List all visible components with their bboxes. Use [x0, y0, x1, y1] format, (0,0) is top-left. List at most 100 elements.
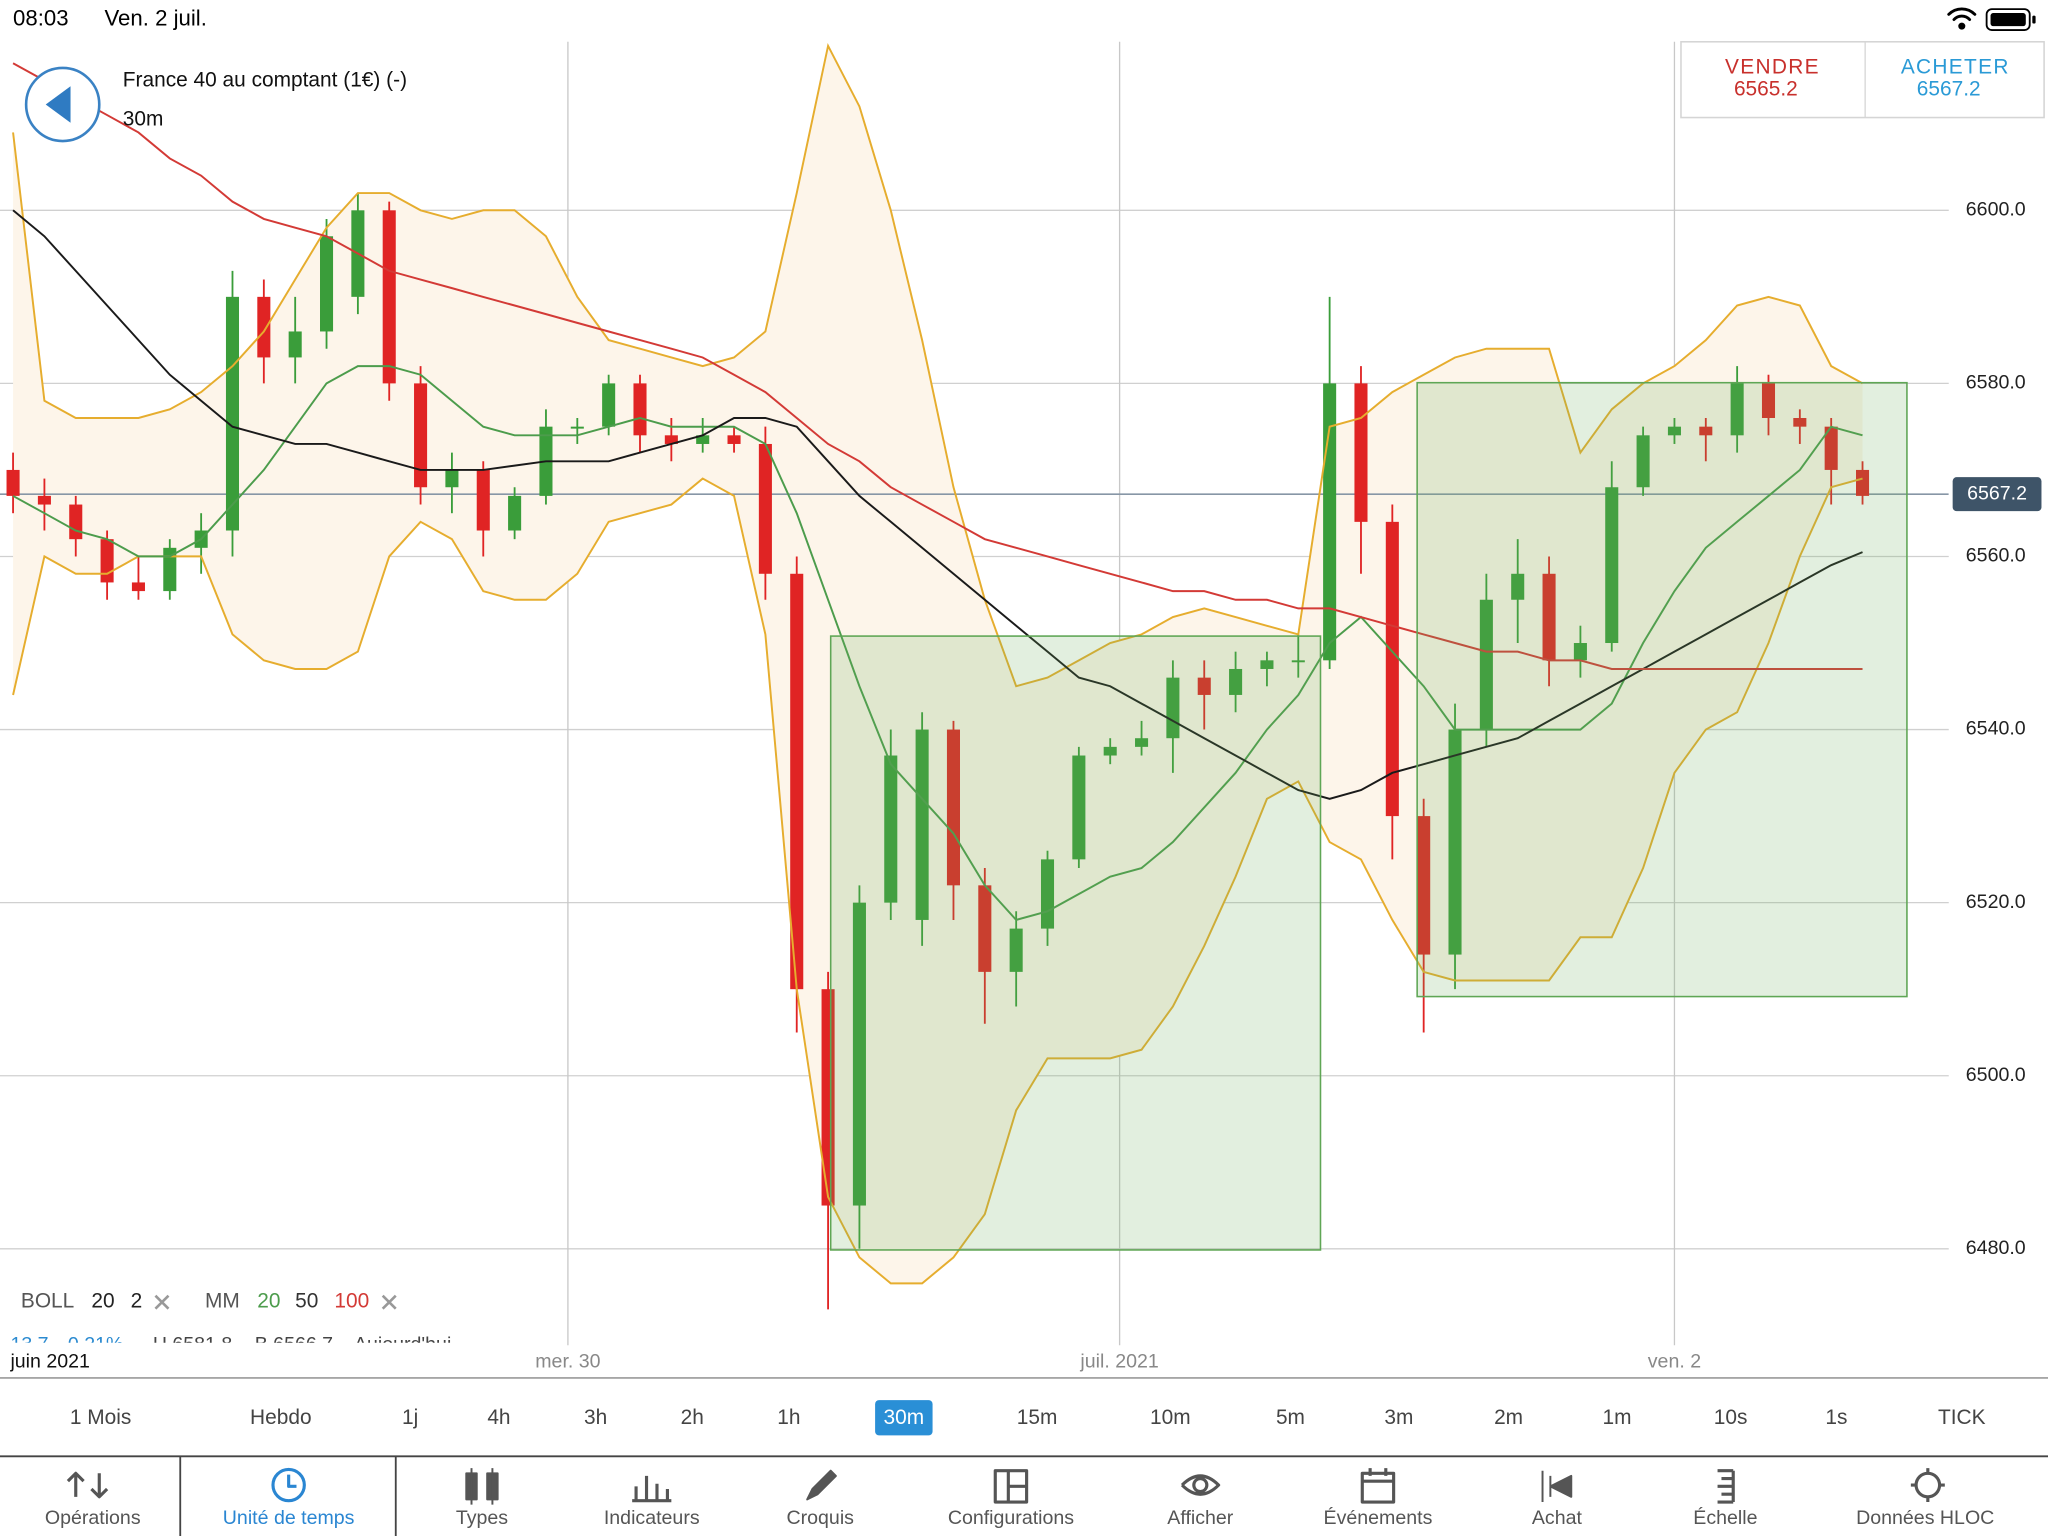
- candle-body: [1542, 573, 1556, 661]
- y-tick-label: 6480.0: [1966, 1237, 2026, 1259]
- candle-body: [1573, 643, 1587, 661]
- candle-body: [1511, 573, 1525, 600]
- tab-button[interactable]: Opérations: [45, 1471, 141, 1529]
- legend-param: 100: [334, 1290, 369, 1313]
- remove-indicator[interactable]: [381, 1294, 397, 1310]
- tab-button[interactable]: Échelle: [1693, 1469, 1758, 1529]
- timeframe-button[interactable]: 1h: [777, 1406, 800, 1429]
- tab-button[interactable]: Afficher: [1167, 1474, 1234, 1529]
- candle-body: [1448, 729, 1462, 955]
- candle-body: [696, 435, 710, 444]
- tab-icon: [632, 1475, 672, 1503]
- tab-icon: [465, 1468, 499, 1505]
- tab-button[interactable]: Configurations: [948, 1469, 1074, 1529]
- candle-body: [758, 443, 772, 574]
- candle-body: [790, 573, 804, 990]
- sell-label: VENDRE: [1725, 55, 1820, 78]
- timeframe-button[interactable]: 15m: [1017, 1406, 1058, 1429]
- timeframe-button[interactable]: 4h: [487, 1406, 510, 1429]
- series-group: [0, 42, 1949, 1310]
- overlay: 6480.0 6500.0 6520.0 6540.0 6560.0 6580.0 6600…: [2, 198, 2042, 1436]
- tab-label: Indicateurs: [604, 1507, 700, 1529]
- timeframe-button[interactable]: 1s: [1825, 1406, 1847, 1429]
- tab-icon: [1541, 1470, 1573, 1503]
- timeframe-button[interactable]: 2m: [1494, 1406, 1523, 1429]
- timeframe-button[interactable]: 30m: [884, 1406, 925, 1429]
- sell-button[interactable]: VENDRE 6565.2: [1725, 55, 1820, 100]
- bollinger-upper: [12, 42, 1864, 688]
- timeframe-button[interactable]: 5m: [1276, 1406, 1305, 1429]
- tab-button[interactable]: Événements: [1324, 1468, 1433, 1529]
- candle-body: [1793, 418, 1807, 427]
- timeframe-button[interactable]: 1 Mois: [70, 1406, 131, 1429]
- candle-body: [320, 236, 334, 332]
- candle-body: [414, 383, 428, 488]
- timeframe-button[interactable]: Hebdo: [250, 1406, 312, 1429]
- candle-body: [1667, 426, 1681, 436]
- battery-icon: [1985, 8, 2036, 31]
- tab-button[interactable]: Achat: [1532, 1470, 1583, 1529]
- remove-indicator[interactable]: [154, 1294, 170, 1310]
- status-date: Ven. 2 juil.: [104, 5, 206, 30]
- y-tick-label: 6500.0: [1966, 1064, 2026, 1086]
- candle-body: [225, 296, 240, 531]
- bollinger-middle: [12, 365, 1863, 922]
- moving-average: [12, 62, 1863, 670]
- timeframe-button[interactable]: 3h: [584, 1406, 607, 1429]
- x-period-label-bg: [2, 1347, 110, 1377]
- buy-price: 6567.2: [1917, 78, 1981, 101]
- candle-body: [884, 755, 898, 903]
- tab-icon: [1910, 1468, 1945, 1503]
- timeframe-button[interactable]: 10m: [1150, 1406, 1191, 1429]
- candle-body: [1229, 668, 1243, 695]
- remove-icon: [154, 1294, 170, 1310]
- y-tick-label: 6580.0: [1966, 372, 2026, 394]
- timeframe-button[interactable]: 3m: [1384, 1406, 1413, 1429]
- x-tick-label: juil. 2021: [1079, 1350, 1158, 1372]
- tab-label: Croquis: [787, 1507, 855, 1529]
- timeframe-button[interactable]: 1j: [402, 1406, 418, 1429]
- candle-body: [1636, 435, 1650, 488]
- candle-body: [1197, 677, 1211, 695]
- tab-button[interactable]: Unité de temps: [223, 1467, 355, 1529]
- drawn-rectangle[interactable]: [829, 635, 1322, 1251]
- buy-button[interactable]: ACHETER 6567.2: [1901, 55, 2010, 100]
- tab-icon: [1180, 1474, 1221, 1496]
- remove-icon: [381, 1294, 397, 1310]
- timeframe-button[interactable]: 10s: [1714, 1406, 1748, 1429]
- tab-button[interactable]: Indicateurs: [604, 1475, 700, 1529]
- candle-body: [476, 469, 490, 531]
- drawn-rectangle[interactable]: [1416, 381, 1908, 998]
- timeframe-button[interactable]: TICK: [1938, 1406, 1986, 1429]
- candle-body: [1135, 738, 1149, 747]
- tab-icon: [271, 1467, 306, 1503]
- tab-icon: [993, 1469, 1029, 1504]
- candle-body: [1354, 383, 1368, 522]
- tab-label: Échelle: [1693, 1506, 1757, 1529]
- timeframe-button[interactable]: 2h: [681, 1406, 704, 1429]
- stat: B 6566.7: [255, 1333, 333, 1355]
- last-price-tag: [1952, 477, 2042, 512]
- candle-body: [727, 435, 741, 444]
- tab-bar: Opérations Unité de temps Types Indicateurs…: [45, 1456, 1994, 1536]
- candle-body: [257, 296, 271, 358]
- candle-body: [508, 495, 522, 531]
- back-button[interactable]: [24, 66, 101, 143]
- tab-button[interactable]: Croquis: [787, 1469, 855, 1529]
- candle-body: [915, 729, 929, 920]
- tab-label: Événements: [1324, 1506, 1433, 1529]
- moving-average: [12, 209, 1863, 800]
- candle-body: [1856, 469, 1870, 496]
- candle-body: [1009, 928, 1023, 972]
- legend-name: MM: [205, 1290, 240, 1313]
- buy-label: ACHETER: [1901, 55, 2010, 78]
- stat: 13.7: [10, 1333, 48, 1355]
- candle-body: [382, 210, 396, 384]
- tab-button[interactable]: Données HLOC: [1856, 1468, 1994, 1529]
- candle-body: [6, 469, 20, 496]
- tab-button[interactable]: Types: [456, 1468, 508, 1529]
- timeframe-button[interactable]: 1m: [1602, 1406, 1631, 1429]
- candle-body: [1103, 746, 1117, 756]
- candle-body: [1291, 660, 1305, 663]
